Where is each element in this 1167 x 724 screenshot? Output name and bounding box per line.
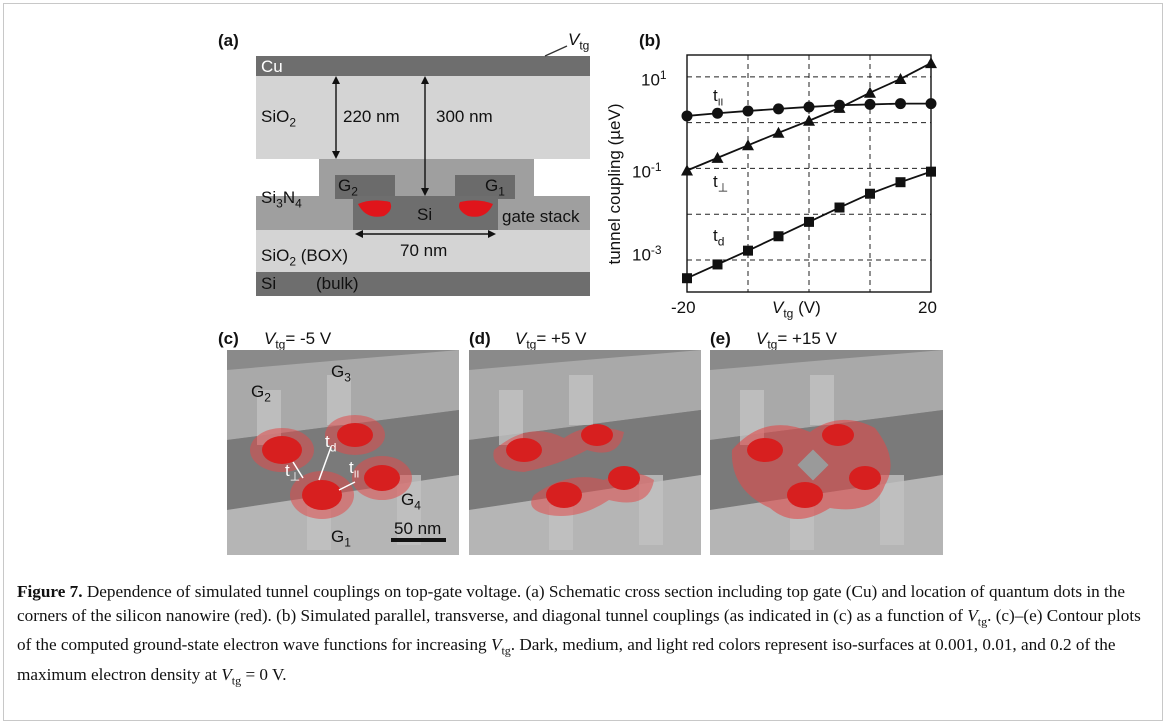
c-g4: G4 <box>401 490 421 513</box>
marker-triangle <box>833 101 846 113</box>
caption-v1: V <box>967 606 978 625</box>
cu-label: Cu <box>261 57 283 76</box>
y-axis-label: tunnel coupling (µeV) <box>605 103 624 265</box>
panel-e-vtg: Vtg= +15 V <box>756 329 837 352</box>
c-g2: G2 <box>251 382 271 405</box>
box-layer <box>256 230 590 272</box>
bulk-si-label: Si <box>261 274 277 293</box>
c-g1: G1 <box>331 527 351 550</box>
panel-d-label: (d) <box>469 329 491 348</box>
marker-circle <box>864 98 876 110</box>
x-axis-label: Vtg (V) <box>772 298 821 321</box>
c-scalebar-label: 50 nm <box>394 519 442 538</box>
wavefunction-render-e <box>710 350 943 555</box>
ytick-label-3: 10-3 <box>632 243 662 265</box>
gate-g1 <box>455 175 515 199</box>
wavefunction-render-d <box>469 350 701 555</box>
panel-a-label: (a) <box>218 31 239 50</box>
caption-part-4: = 0 V. <box>241 664 287 684</box>
marker-triangle <box>772 126 785 138</box>
marker-triangle <box>742 139 754 151</box>
marker-circle <box>895 98 906 110</box>
marker-square <box>804 216 814 227</box>
quantum-dot-left <box>358 200 392 217</box>
ytick-label-2: 10-1 <box>632 160 662 182</box>
panel-c-label: (c) <box>218 329 239 348</box>
vtg-label: Vtg <box>568 30 590 53</box>
c-g3: G3 <box>331 362 351 385</box>
marker-triangle <box>864 86 876 98</box>
marker-triangle <box>894 72 907 84</box>
marker-square <box>926 166 936 177</box>
dim-300-label: 300 nm <box>436 107 493 126</box>
bulk-label: (bulk) <box>316 274 359 293</box>
cu-layer <box>256 56 590 76</box>
sio2-layer <box>256 76 590 159</box>
marker-triangle <box>925 57 937 69</box>
curve-label-tperp: t⊥ <box>713 172 729 195</box>
marker-square <box>895 177 906 188</box>
scalebar-c <box>391 538 446 542</box>
y-axis-label-wrap: tunnel coupling (µeV) <box>602 70 624 300</box>
marker-square <box>743 245 753 256</box>
panel-c-vtg: Vtg= -5 V <box>264 329 332 352</box>
curve-label-td: td <box>713 226 725 249</box>
electron-density-d <box>493 424 654 516</box>
caption-v2: V <box>490 635 502 655</box>
caption-figure-number: Figure 7. <box>17 582 83 601</box>
marker-circle <box>712 107 723 119</box>
c-tperp: t⊥ <box>285 461 301 484</box>
marker-circle <box>803 101 815 113</box>
marker-square <box>682 273 692 284</box>
figure-frame <box>3 3 1163 721</box>
wavefunction-render-c <box>227 350 459 555</box>
marker-square <box>773 231 784 242</box>
caption-part-2: . (c)–(e) Contour plots of the computed … <box>17 606 1141 655</box>
gate-stack-label: gate stack <box>502 207 580 226</box>
caption-v3-sub: tg <box>231 673 242 688</box>
box-label: SiO2 (BOX) <box>261 246 348 269</box>
marker-circle <box>925 98 937 110</box>
marker-circle <box>742 105 754 117</box>
g2-label: G2 <box>338 176 358 199</box>
electron-density-c <box>250 415 412 519</box>
dim-220-label: 220 nm <box>343 107 400 126</box>
caption-part-3: . Dark, medium, and light red colors rep… <box>17 635 1116 684</box>
marker-square <box>865 188 875 199</box>
caption-part-1: Dependence of simulated tunnel couplings… <box>17 582 1125 625</box>
marker-circle <box>773 103 784 115</box>
marker-square <box>712 259 723 270</box>
marker-triangle <box>711 151 724 163</box>
marker-triangle <box>803 114 815 126</box>
sio2-label: SiO2 <box>261 107 297 130</box>
xtick-label-left: -20 <box>671 298 696 317</box>
figure-caption: Figure 7. Dependence of simulated tunnel… <box>17 580 1142 692</box>
marker-square <box>834 202 845 213</box>
si3n4-label: Si3N4 <box>261 188 302 211</box>
curve-label-tpar: tII <box>713 86 724 109</box>
gate-g2 <box>335 175 395 199</box>
si-wire-label: Si <box>417 205 433 224</box>
panel-d-vtg: Vtg= +5 V <box>515 329 587 352</box>
caption-v1-sub: tg <box>977 614 988 629</box>
c-tpar: tII <box>349 458 360 481</box>
quantum-dot-right <box>459 200 493 217</box>
dim-70-label: 70 nm <box>400 241 448 260</box>
electron-density-e <box>731 419 891 519</box>
marker-circle <box>681 110 693 122</box>
bulk-layer <box>256 272 590 296</box>
panel-e-label: (e) <box>710 329 731 348</box>
vtg-lead <box>544 45 568 57</box>
caption-v3: V <box>221 664 232 684</box>
g1-label: G1 <box>485 176 505 199</box>
marker-triangle <box>681 164 693 176</box>
xtick-label-right: 20 <box>918 298 937 317</box>
ytick-label-1: 101 <box>641 68 667 90</box>
caption-v2-sub: tg <box>501 643 511 658</box>
c-td: td <box>325 432 337 455</box>
panel-b-label: (b) <box>639 31 661 50</box>
